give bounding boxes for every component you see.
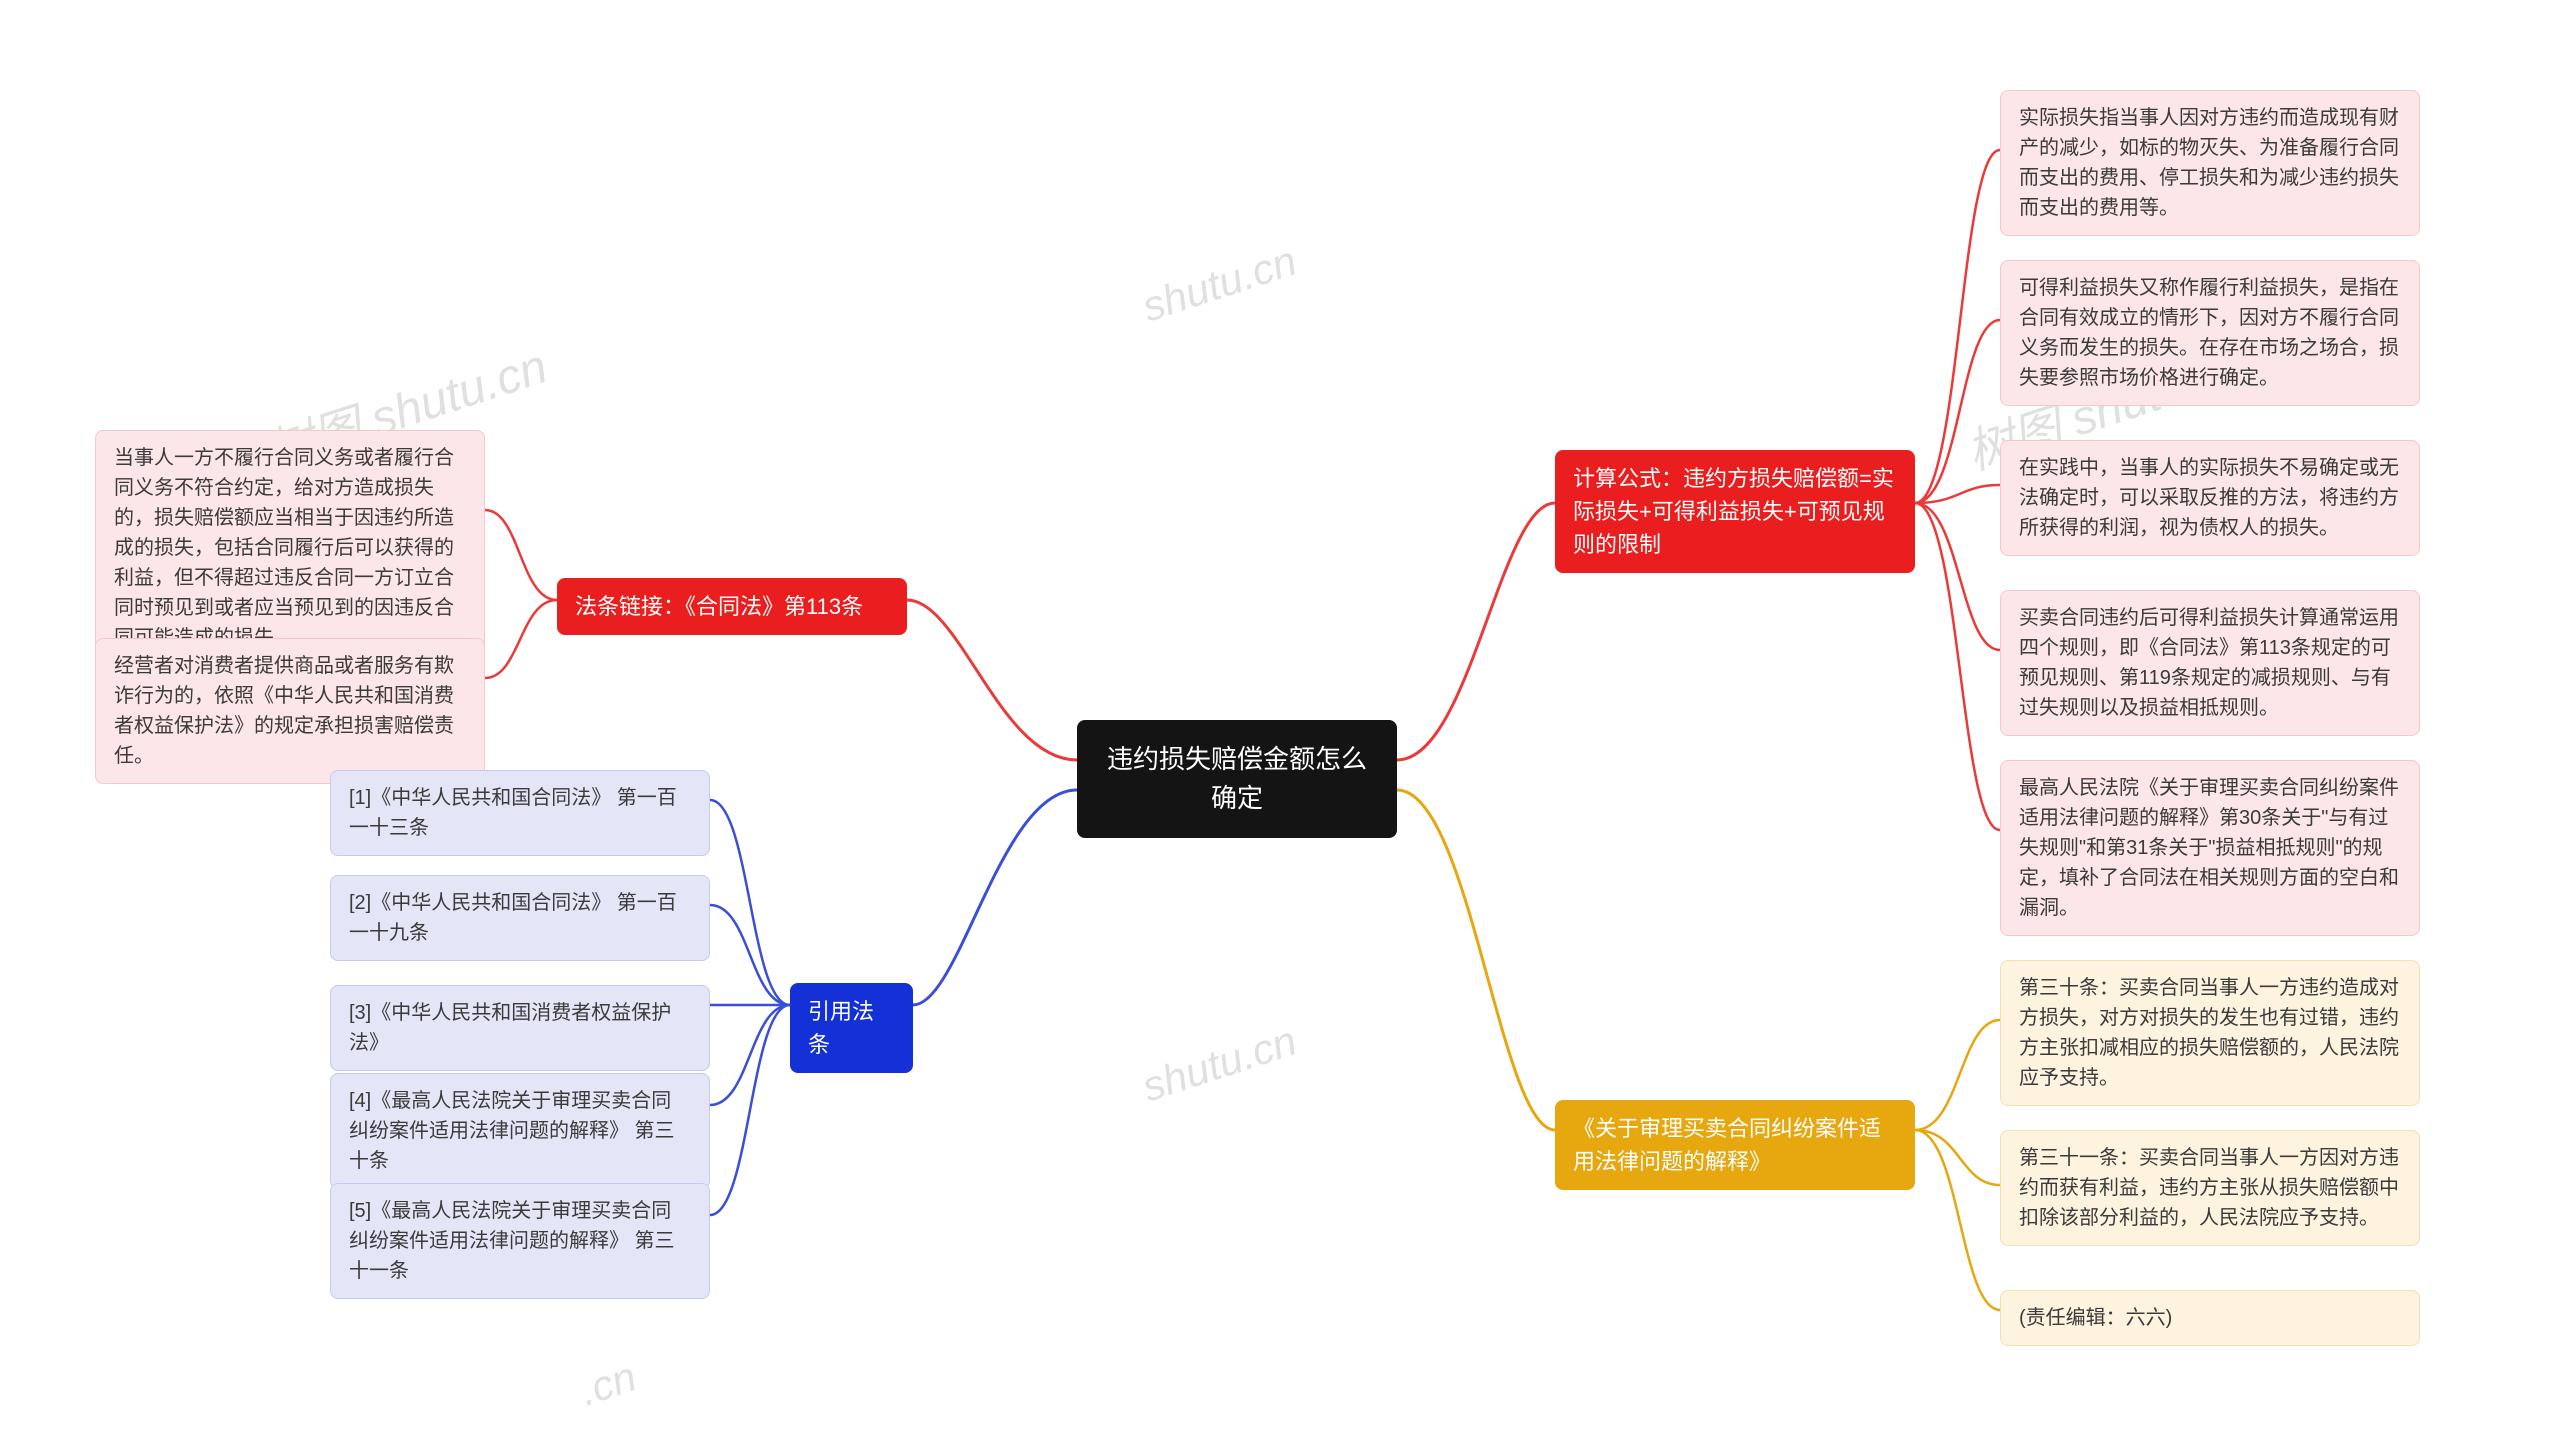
formula-leaf[interactable]: 实际损失指当事人因对方违约而造成现有财产的减少，如标的物灭失、为准备履行合同而支… xyxy=(2000,90,2420,236)
watermark: .cn xyxy=(574,1353,642,1416)
interpret-leaf[interactable]: 第三十条：买卖合同当事人一方违约造成对方损失，对方对损失的发生也有过错，违约方主… xyxy=(2000,960,2420,1106)
cited-leaf[interactable]: [3]《中华人民共和国消费者权益保护法》 xyxy=(330,985,710,1071)
cited-leaf[interactable]: [5]《最高人民法院关于审理买卖合同纠纷案件适用法律问题的解释》 第三十一条 xyxy=(330,1183,710,1299)
interpret-leaf[interactable]: (责任编辑：六六) xyxy=(2000,1290,2420,1346)
interpret-node[interactable]: 《关于审理买卖合同纠纷案件适用法律问题的解释》 xyxy=(1555,1100,1915,1190)
formula-leaf[interactable]: 买卖合同违约后可得利益损失计算通常运用四个规则，即《合同法》第113条规定的可预… xyxy=(2000,590,2420,736)
cited-leaf[interactable]: [1]《中华人民共和国合同法》 第一百一十三条 xyxy=(330,770,710,856)
law-link-node[interactable]: 法条链接：《合同法》第113条 xyxy=(557,578,907,635)
formula-leaf[interactable]: 可得利益损失又称作履行利益损失，是指在合同有效成立的情形下，因对方不履行合同义务… xyxy=(2000,260,2420,406)
cited-node[interactable]: 引用法条 xyxy=(790,983,913,1073)
interpret-leaf[interactable]: 第三十一条：买卖合同当事人一方因对方违约而获有利益，违约方主张从损失赔偿额中扣除… xyxy=(2000,1130,2420,1246)
center-node[interactable]: 违约损失赔偿金额怎么确定 xyxy=(1077,720,1397,838)
cited-leaf[interactable]: [2]《中华人民共和国合同法》 第一百一十九条 xyxy=(330,875,710,961)
formula-leaf[interactable]: 最高人民法院《关于审理买卖合同纠纷案件适用法律问题的解释》第30条关于"与有过失… xyxy=(2000,760,2420,936)
law-link-leaf[interactable]: 经营者对消费者提供商品或者服务有欺诈行为的，依照《中华人民共和国消费者权益保护法… xyxy=(95,638,485,784)
mindmap-canvas: 树图 shutu.cn 树图 shutu.cn shutu.cn shutu.c… xyxy=(0,0,2560,1442)
watermark: shutu.cn xyxy=(1136,237,1302,332)
watermark: shutu.cn xyxy=(1136,1017,1302,1112)
law-link-leaf[interactable]: 当事人一方不履行合同义务或者履行合同义务不符合约定，给对方造成损失的，损失赔偿额… xyxy=(95,430,485,666)
cited-leaf[interactable]: [4]《最高人民法院关于审理买卖合同纠纷案件适用法律问题的解释》 第三十条 xyxy=(330,1073,710,1189)
formula-node[interactable]: 计算公式：违约方损失赔偿额=实际损失+可得利益损失+可预见规则的限制 xyxy=(1555,450,1915,573)
formula-leaf[interactable]: 在实践中，当事人的实际损失不易确定或无法确定时，可以采取反推的方法，将违约方所获… xyxy=(2000,440,2420,556)
